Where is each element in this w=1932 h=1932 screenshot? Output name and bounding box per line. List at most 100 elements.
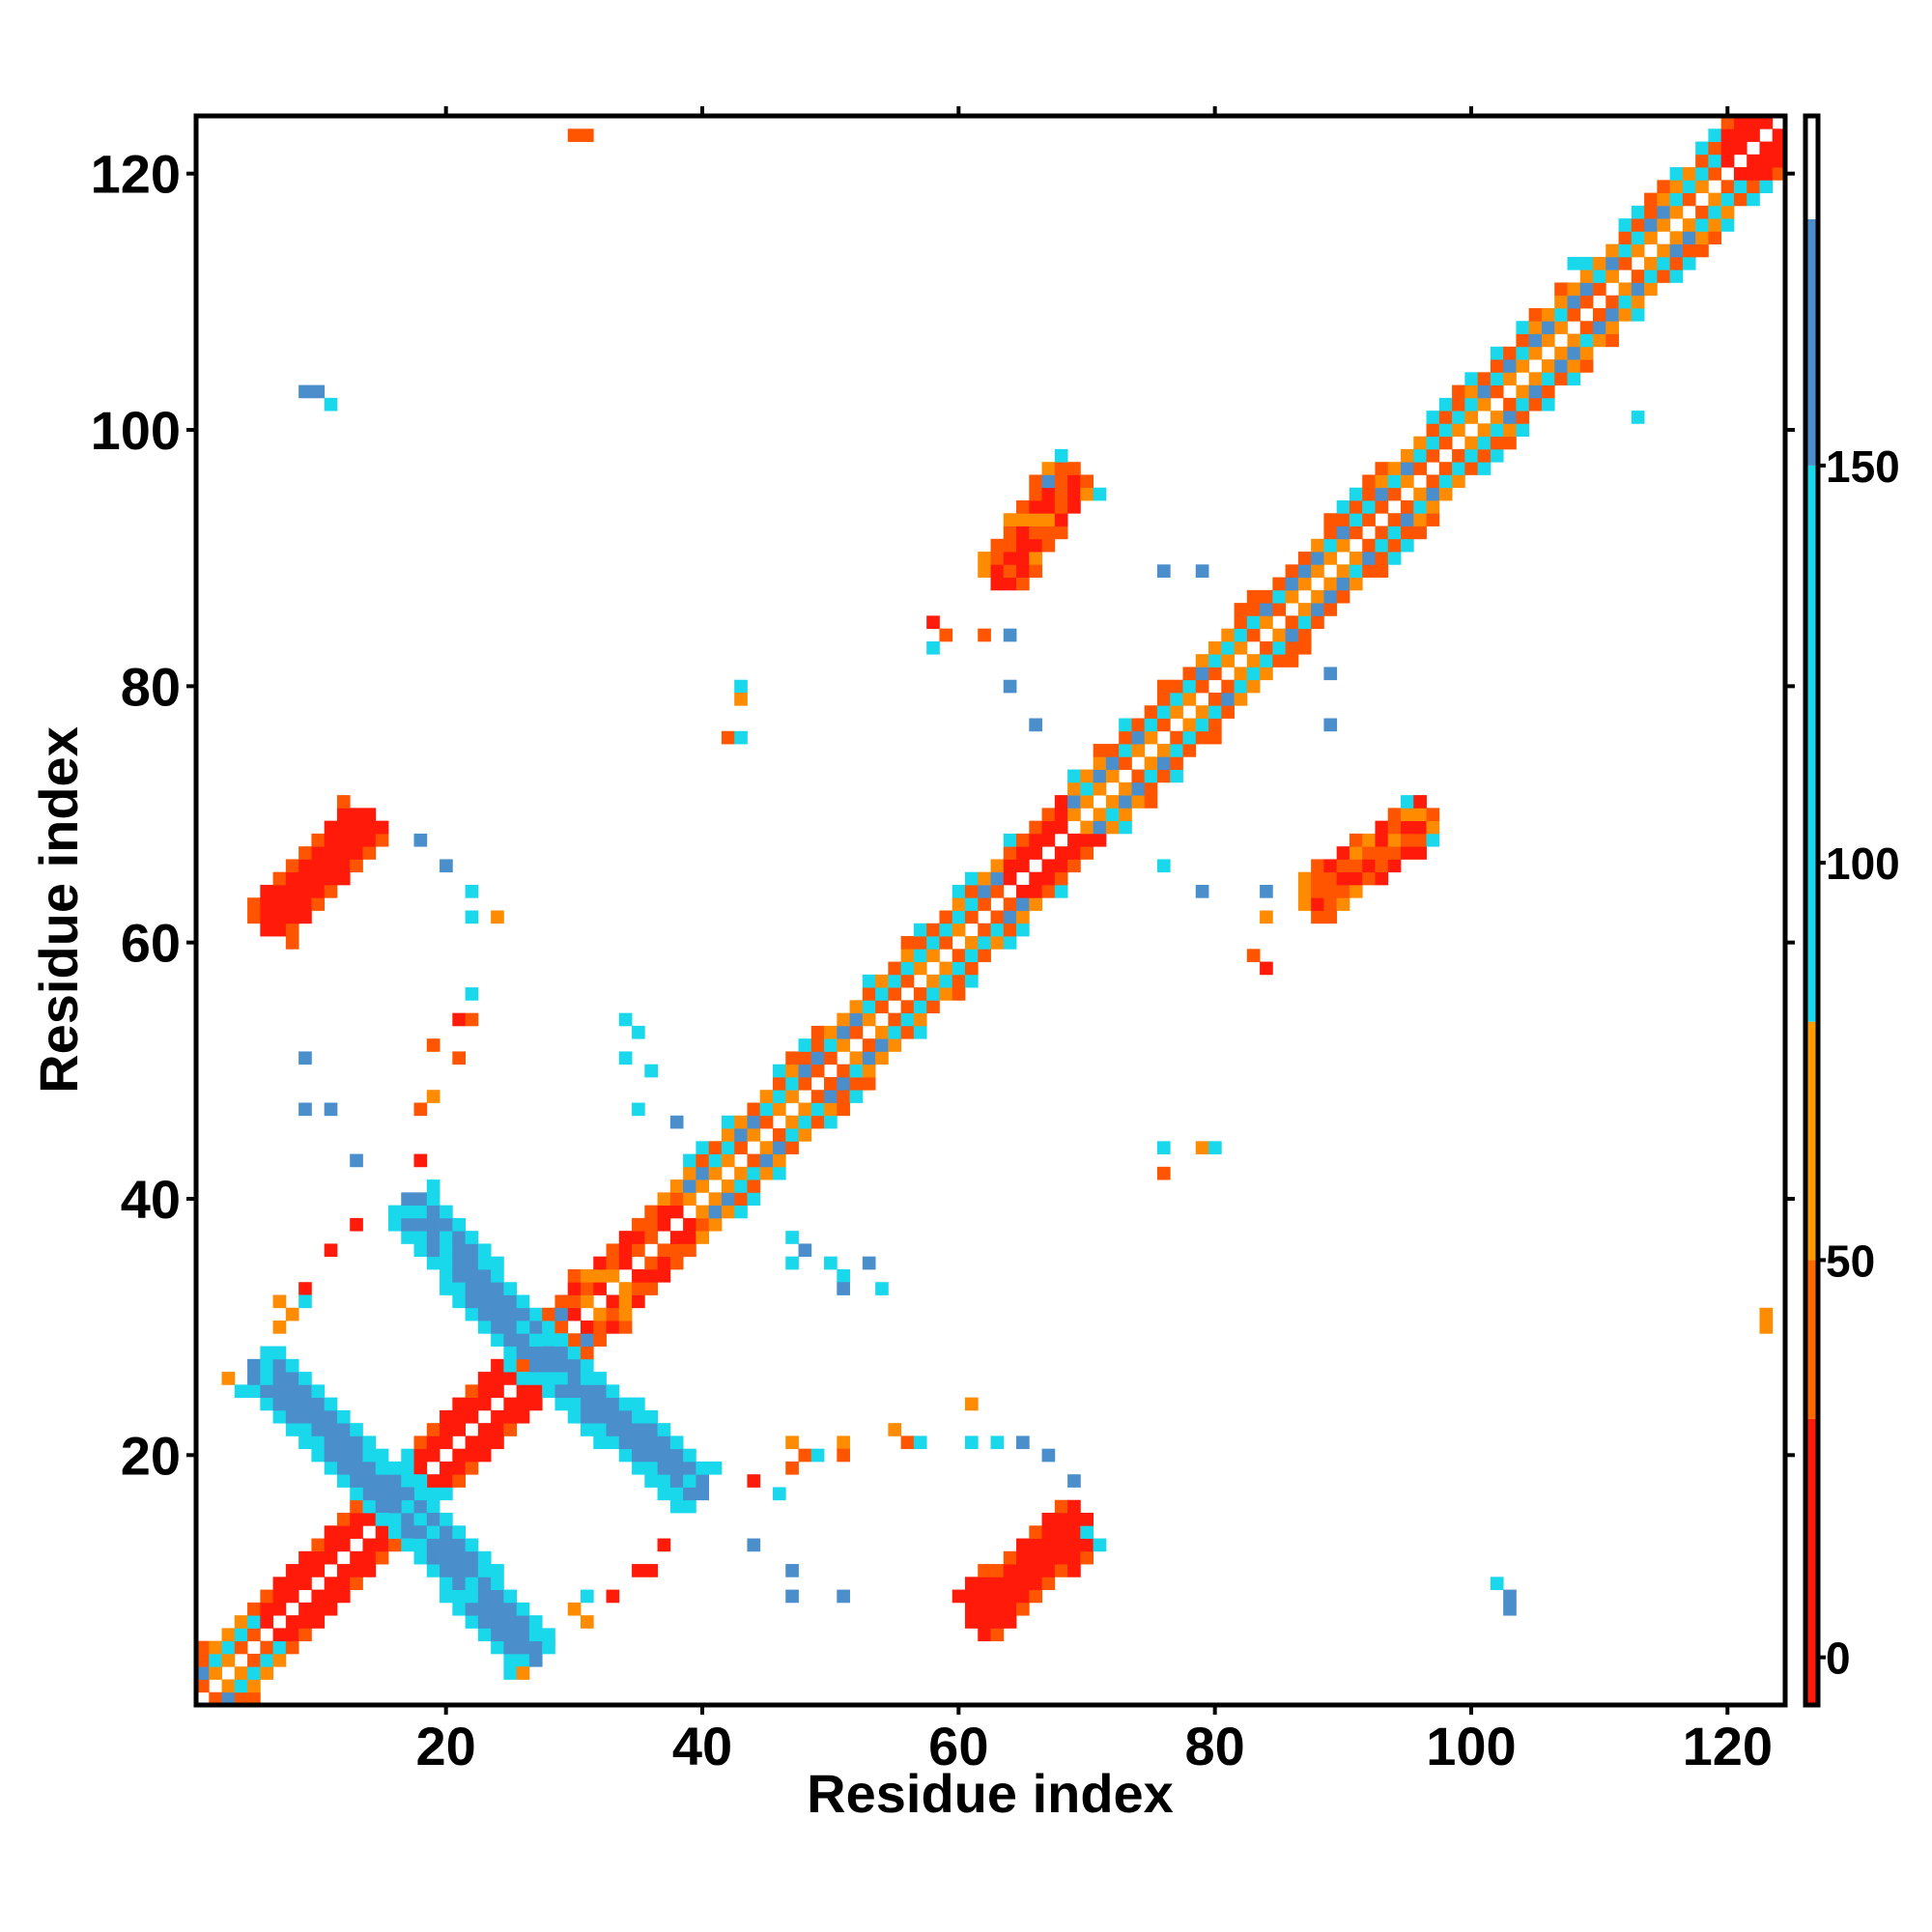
- heatmap-cell: [593, 1282, 607, 1295]
- heatmap-cell: [350, 1448, 363, 1463]
- heatmap-cell: [926, 923, 940, 937]
- heatmap-cell: [452, 1538, 466, 1552]
- heatmap-cell: [1747, 167, 1760, 181]
- heatmap-cell: [1503, 346, 1517, 360]
- heatmap-cell: [401, 1538, 414, 1552]
- heatmap-cell: [888, 961, 902, 976]
- heatmap-cell: [862, 1012, 876, 1027]
- heatmap-cell: [964, 1397, 979, 1411]
- heatmap-cell: [1054, 820, 1068, 835]
- heatmap-cell: [837, 1102, 850, 1117]
- heatmap-cell: [452, 1577, 466, 1591]
- heatmap-cell: [542, 1333, 555, 1347]
- heatmap-cell: [387, 1461, 402, 1475]
- heatmap-cell: [1311, 564, 1324, 578]
- heatmap-cell: [1554, 346, 1568, 360]
- heatmap-cell: [1285, 564, 1299, 578]
- heatmap-cell: [1208, 730, 1222, 745]
- colorbar-tick-label: 150: [1826, 441, 1900, 492]
- heatmap-cell: [272, 1294, 287, 1309]
- heatmap-cell: [1093, 487, 1107, 501]
- heatmap-cell: [324, 1423, 338, 1436]
- heatmap-cell: [810, 1051, 825, 1065]
- heatmap-cell: [1733, 116, 1747, 129]
- heatmap-cell: [810, 1090, 825, 1103]
- heatmap-cell: [978, 949, 991, 962]
- heatmap-cell: [336, 833, 351, 847]
- heatmap-cell: [849, 1051, 864, 1065]
- heatmap-cell: [336, 1564, 351, 1577]
- heatmap-cell: [1401, 474, 1414, 489]
- heatmap-cell: [657, 1217, 671, 1232]
- heatmap-cell: [862, 1000, 876, 1014]
- heatmap-cell: [900, 936, 915, 950]
- heatmap-cell: [708, 1461, 723, 1475]
- heatmap-cell: [696, 1461, 710, 1475]
- heatmap-cell: [272, 1602, 287, 1616]
- heatmap-cell: [298, 846, 312, 860]
- heatmap-cell: [593, 1435, 607, 1450]
- heatmap-cell: [1772, 154, 1786, 168]
- heatmap-cell: [426, 1038, 440, 1052]
- heatmap-cell: [772, 1487, 786, 1501]
- heatmap-cell: [1579, 282, 1594, 297]
- heatmap-cell: [1016, 1602, 1030, 1616]
- heatmap-cell: [644, 1564, 658, 1577]
- heatmap-cell: [554, 1294, 569, 1309]
- heatmap-cell: [477, 1256, 492, 1270]
- heatmap-cell: [554, 1372, 569, 1385]
- heatmap-cell: [413, 1474, 428, 1488]
- heatmap-cell: [567, 1268, 582, 1283]
- heatmap-cell: [362, 1499, 377, 1514]
- heatmap-cell: [491, 1282, 504, 1295]
- heatmap-cell: [375, 820, 389, 835]
- heatmap-cell: [683, 1192, 696, 1207]
- heatmap-cell: [1246, 949, 1261, 962]
- heatmap-cell: [1464, 372, 1479, 385]
- heatmap-cell: [1119, 795, 1132, 809]
- heatmap-cell: [1323, 552, 1338, 565]
- heatmap-cell: [516, 1640, 530, 1655]
- heatmap-cell: [503, 1423, 518, 1436]
- heatmap-cell: [1438, 411, 1453, 424]
- heatmap-cell: [606, 1409, 620, 1424]
- heatmap-cell: [1401, 808, 1414, 822]
- heatmap-cell: [324, 846, 338, 860]
- heatmap-cell: [978, 1615, 991, 1629]
- heatmap-cell: [1016, 846, 1030, 860]
- heatmap-cell: [1375, 499, 1389, 514]
- heatmap-cell: [990, 1615, 1005, 1629]
- heatmap-cell: [362, 833, 377, 847]
- heatmap-cell: [440, 1487, 453, 1501]
- heatmap-cell: [567, 1384, 582, 1399]
- heatmap-cell: [452, 1461, 466, 1475]
- heatmap-cell: [272, 1358, 287, 1373]
- heatmap-cell: [221, 1679, 236, 1693]
- heatmap-cell: [824, 1051, 838, 1065]
- heatmap-cell: [1720, 116, 1735, 129]
- heatmap-cell: [1323, 667, 1338, 681]
- heatmap-cell: [465, 987, 479, 1001]
- heatmap-cell: [1618, 282, 1633, 297]
- heatmap-cell: [1323, 897, 1338, 911]
- heatmap-cell: [1541, 384, 1555, 399]
- heatmap-cell: [247, 1615, 261, 1629]
- heatmap-cell: [798, 1076, 812, 1091]
- heatmap-cell: [1567, 295, 1581, 309]
- heatmap-cell: [644, 1217, 658, 1232]
- heatmap-cell: [336, 1589, 351, 1604]
- heatmap-cell: [1029, 1589, 1042, 1604]
- heatmap-cell: [978, 936, 991, 950]
- heatmap-cell: [440, 1217, 453, 1232]
- heatmap-cell: [837, 1448, 850, 1463]
- heatmap-cell: [401, 1192, 414, 1207]
- heatmap-cell: [580, 1333, 594, 1347]
- x-tick-label: 40: [672, 1716, 732, 1776]
- heatmap-cell: [990, 1577, 1005, 1591]
- heatmap-cell: [1297, 577, 1312, 591]
- heatmap-cell: [785, 1564, 799, 1577]
- heatmap-cell: [1323, 589, 1338, 604]
- heatmap-cell: [285, 1423, 299, 1436]
- heatmap-cell: [1631, 243, 1645, 258]
- heatmap-cell: [669, 1499, 684, 1514]
